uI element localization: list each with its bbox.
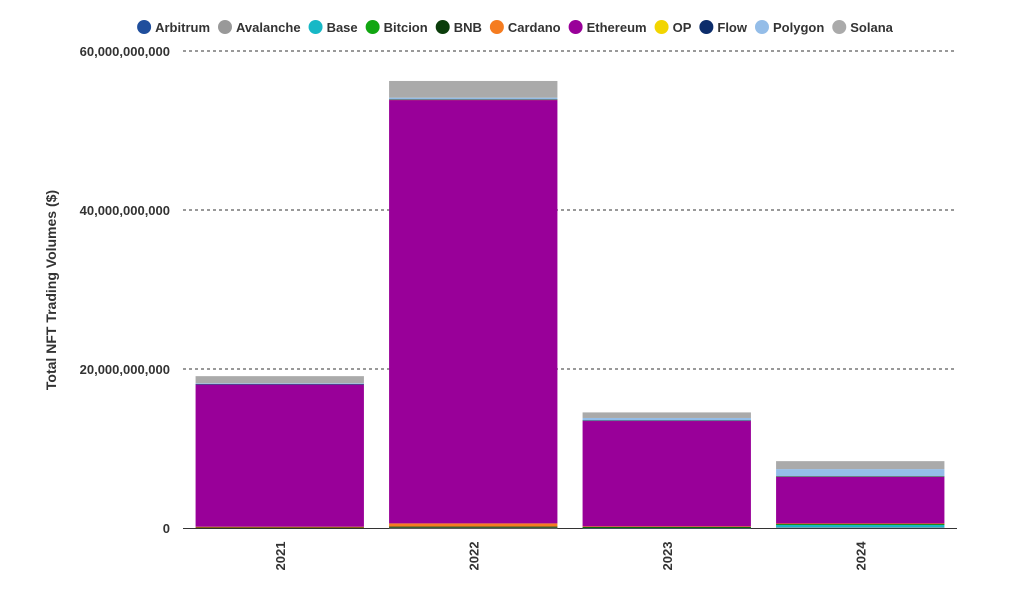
legend-item-base[interactable]: Base <box>308 20 358 35</box>
legend-label: Flow <box>717 20 747 35</box>
legend: Arbitrum Avalanche Base Bitcion BNB Cardano Et… <box>137 20 894 35</box>
bar-segment-solana[interactable] <box>776 461 945 470</box>
bar-segment-bitcion[interactable] <box>776 524 945 525</box>
y-tick-label: 0 <box>163 521 170 536</box>
legend-swatch <box>568 20 583 34</box>
bar-segment-cardano[interactable] <box>195 526 364 528</box>
legend-label: Base <box>327 20 358 35</box>
bar-segment-avalanche[interactable] <box>389 527 558 529</box>
legend-label: Ethereum <box>587 20 647 35</box>
bar-segment-solana[interactable] <box>195 376 364 384</box>
legend-swatch <box>754 20 769 34</box>
legend-item-ethereum[interactable]: Ethereum <box>568 20 647 35</box>
bar-segment-cardano[interactable] <box>582 526 751 528</box>
bar-segment-solana[interactable] <box>389 80 558 98</box>
legend-swatch <box>832 20 847 34</box>
bar-segment-ethereum[interactable] <box>389 99 558 524</box>
bar-segment-flow[interactable] <box>776 476 945 477</box>
bar-segment-ethereum[interactable] <box>195 384 364 527</box>
legend-item-polygon[interactable]: Polygon <box>754 20 824 35</box>
bar-segment-polygon[interactable] <box>582 417 751 421</box>
y-tick-label: 20,000,000,000 <box>80 362 170 377</box>
legend-label: Solana <box>850 20 893 35</box>
legend-label: Bitcion <box>384 20 428 35</box>
bar-segment-base[interactable] <box>776 524 945 528</box>
bar-segment-avalanche[interactable] <box>776 527 945 528</box>
bar-segment-polygon[interactable] <box>776 469 945 477</box>
x-tick-label: 2022 <box>466 542 481 571</box>
legend-item-avalanche[interactable]: Avalanche <box>218 20 301 35</box>
legend-item-op[interactable]: OP <box>654 20 692 35</box>
legend-label: BNB <box>454 20 482 35</box>
bar-segment-ethereum[interactable] <box>582 420 751 527</box>
y-tick-label: 60,000,000,000 <box>80 44 170 59</box>
legend-swatch <box>654 20 669 34</box>
bar-segment-bnb[interactable] <box>389 526 558 528</box>
x-tick-label: 2024 <box>853 541 868 571</box>
legend-item-bitcion[interactable]: Bitcion <box>365 20 428 35</box>
bar-segment-cardano[interactable] <box>776 523 945 525</box>
y-axis: 0 20,000,000,000 40,000,000,000 60,000,000,… <box>80 44 170 536</box>
legend-label: Cardano <box>508 20 561 35</box>
y-axis-title: Total NFT Trading Volumes ($) <box>43 190 59 390</box>
legend-swatch <box>308 20 323 34</box>
legend-swatch <box>489 20 504 34</box>
y-tick-label: 40,000,000,000 <box>80 203 170 218</box>
bar-segment-polygon[interactable] <box>389 97 558 100</box>
bar-segment-flow[interactable] <box>389 99 558 100</box>
legend-swatch <box>435 20 450 34</box>
legend-item-flow[interactable]: Flow <box>699 20 748 35</box>
legend-swatch <box>137 20 152 34</box>
gridlines <box>183 50 957 529</box>
legend-item-bnb[interactable]: BNB <box>435 20 482 35</box>
x-tick-label: 2021 <box>273 542 288 571</box>
legend-item-arbitrum[interactable]: Arbitrum <box>137 20 210 35</box>
legend-item-solana[interactable]: Solana <box>832 20 894 35</box>
legend-swatch <box>218 20 232 34</box>
legend-swatch <box>365 20 380 34</box>
bar-segment-bnb[interactable] <box>195 527 364 529</box>
bars <box>195 80 945 529</box>
bar-segment-solana[interactable] <box>582 412 751 418</box>
bar-segment-flow[interactable] <box>195 384 364 385</box>
bar-segment-polygon[interactable] <box>195 383 364 385</box>
legend-label: Arbitrum <box>155 20 210 35</box>
legend-label: Avalanche <box>236 20 301 35</box>
bar-segment-bnb[interactable] <box>582 526 751 528</box>
legend-item-cardano[interactable]: Cardano <box>489 20 561 35</box>
legend-swatch <box>699 20 714 34</box>
x-tick-label: 2023 <box>660 542 675 571</box>
bar-segment-cardano[interactable] <box>389 523 558 527</box>
legend-label: Polygon <box>773 20 824 35</box>
bar-segment-flow[interactable] <box>582 420 751 421</box>
bar-segment-ethereum[interactable] <box>776 476 945 524</box>
x-axis: 2021 2022 2023 2024 <box>273 541 869 571</box>
legend-label: OP <box>673 20 692 35</box>
bar-segment-bitcion[interactable] <box>582 527 751 529</box>
